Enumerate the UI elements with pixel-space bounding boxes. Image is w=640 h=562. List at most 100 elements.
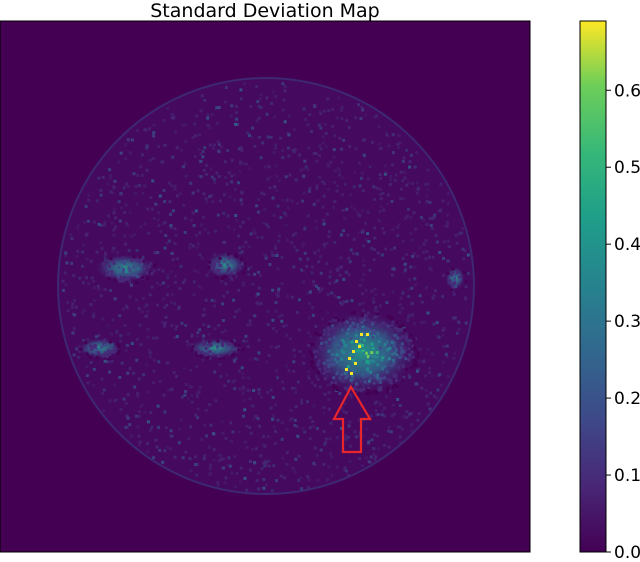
noise-speckle <box>303 251 307 255</box>
noise-speckle <box>145 168 149 172</box>
noise-speckle <box>202 307 206 311</box>
region-pixel <box>90 347 94 351</box>
noise-speckle <box>64 251 68 255</box>
colorbar-tick-label: 0.4 <box>614 235 640 255</box>
region-pixel <box>328 337 332 341</box>
noise-speckle <box>225 463 229 467</box>
region-pixel <box>370 351 374 355</box>
noise-speckle <box>304 165 308 169</box>
noise-speckle <box>230 439 234 443</box>
noise-speckle <box>373 248 376 252</box>
noise-speckle <box>71 331 75 335</box>
noise-speckle <box>201 216 205 219</box>
noise-speckle <box>152 369 156 373</box>
noise-speckle <box>280 421 284 425</box>
noise-speckle <box>288 337 292 341</box>
noise-speckle <box>114 225 117 229</box>
region-pixel <box>147 265 151 269</box>
noise-speckle <box>224 282 228 286</box>
noise-speckle <box>62 288 65 292</box>
region-pixel <box>451 271 455 275</box>
region-pixel <box>342 351 346 355</box>
region-pixel <box>317 359 321 363</box>
region-pixel <box>340 355 344 358</box>
noise-speckle <box>274 345 278 349</box>
noise-speckle <box>195 392 199 396</box>
region-pixel <box>121 270 125 273</box>
region-pixel <box>324 358 328 362</box>
noise-speckle <box>421 360 425 364</box>
noise-speckle <box>276 204 280 208</box>
noise-speckle <box>192 280 196 284</box>
noise-speckle <box>213 304 216 308</box>
noise-speckle <box>392 412 396 416</box>
noise-speckle <box>158 194 162 198</box>
noise-speckle <box>370 246 373 250</box>
region-pixel <box>453 278 456 282</box>
noise-speckle <box>300 401 304 405</box>
noise-speckle <box>252 228 256 232</box>
noise-speckle <box>201 155 205 159</box>
noise-speckle <box>338 301 342 305</box>
noise-speckle <box>367 440 371 444</box>
noise-speckle <box>256 210 260 214</box>
noise-speckle <box>326 292 330 296</box>
noise-speckle <box>272 464 276 468</box>
noise-speckle <box>284 213 288 217</box>
noise-speckle <box>402 170 406 174</box>
noise-speckle <box>156 210 160 214</box>
region-pixel <box>334 381 338 385</box>
noise-speckle <box>175 145 179 149</box>
noise-speckle <box>222 294 226 298</box>
noise-speckle <box>318 385 322 389</box>
noise-speckle <box>321 141 325 145</box>
region-pixel <box>217 354 220 358</box>
noise-speckle <box>303 430 307 434</box>
noise-speckle <box>125 221 129 225</box>
region-pixel <box>388 346 392 350</box>
noise-speckle <box>322 406 326 409</box>
region-pixel <box>378 376 382 380</box>
noise-speckle <box>405 148 409 152</box>
noise-speckle <box>335 189 339 193</box>
noise-speckle <box>92 367 96 371</box>
noise-speckle <box>265 112 269 116</box>
noise-speckle <box>200 437 204 441</box>
noise-speckle <box>439 383 443 387</box>
noise-speckle <box>275 329 279 333</box>
colorbar-tick-label: 0.2 <box>614 389 640 409</box>
noise-speckle <box>132 233 136 237</box>
noise-speckle <box>66 309 70 313</box>
region-pixel <box>312 350 316 354</box>
noise-speckle <box>453 351 457 355</box>
noise-speckle <box>89 303 93 306</box>
noise-speckle <box>280 437 284 441</box>
noise-speckle <box>248 389 252 393</box>
noise-speckle <box>375 413 379 417</box>
noise-speckle <box>195 395 199 399</box>
noise-speckle <box>121 307 125 311</box>
noise-speckle <box>218 199 222 203</box>
noise-speckle <box>99 193 103 197</box>
noise-speckle <box>249 104 253 108</box>
noise-speckle <box>364 456 368 460</box>
noise-speckle <box>73 299 77 302</box>
region-pixel <box>404 337 408 341</box>
noise-speckle <box>70 261 74 265</box>
noise-speckle <box>221 466 225 470</box>
noise-speckle <box>279 136 283 140</box>
noise-speckle <box>446 220 449 224</box>
noise-speckle <box>274 369 278 373</box>
peak-pixel <box>350 372 353 375</box>
noise-speckle <box>233 387 237 391</box>
region-pixel <box>358 343 362 347</box>
noise-speckle <box>137 377 141 381</box>
noise-speckle <box>316 478 320 482</box>
noise-speckle <box>210 298 214 302</box>
noise-speckle <box>108 399 112 403</box>
noise-speckle <box>184 324 188 327</box>
noise-speckle <box>246 131 250 135</box>
noise-speckle <box>224 436 228 440</box>
noise-speckle <box>370 289 374 293</box>
noise-speckle <box>285 238 289 242</box>
